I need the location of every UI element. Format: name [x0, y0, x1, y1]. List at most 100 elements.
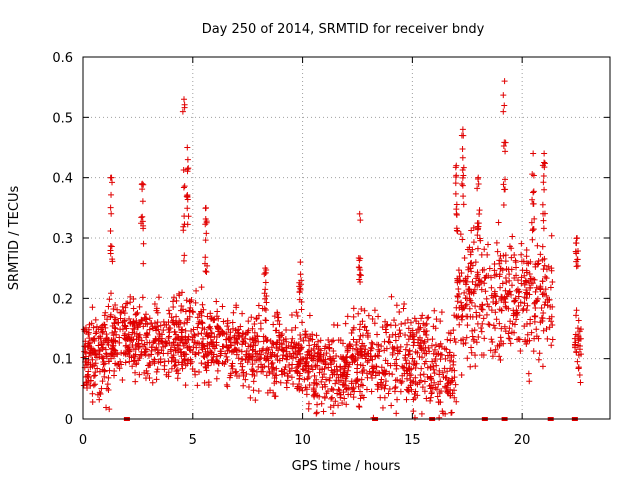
data-point — [107, 313, 114, 320]
data-point — [182, 308, 189, 315]
data-point — [204, 345, 211, 352]
data-point — [529, 227, 536, 234]
data-point — [250, 387, 257, 394]
data-point — [201, 343, 208, 350]
data-point — [521, 281, 528, 288]
data-point — [170, 352, 177, 359]
data-point — [297, 271, 304, 278]
data-point — [494, 248, 501, 255]
data-point — [459, 154, 466, 161]
data-point — [274, 317, 281, 324]
data-point — [294, 369, 301, 376]
data-point — [349, 359, 356, 366]
data-point — [283, 338, 290, 345]
data-point — [157, 322, 164, 329]
data-point — [199, 320, 206, 327]
data-point — [446, 349, 453, 356]
data-point — [100, 328, 107, 335]
data-point — [271, 393, 278, 400]
data-point — [444, 388, 451, 395]
data-point — [274, 309, 281, 316]
data-point — [442, 383, 449, 390]
data-point — [474, 269, 481, 276]
data-point — [367, 344, 374, 351]
data-point — [509, 282, 516, 289]
data-point — [298, 384, 305, 391]
data-point — [526, 291, 533, 298]
data-point — [227, 342, 234, 349]
data-point — [132, 346, 139, 353]
data-point — [247, 394, 254, 401]
data-point — [117, 315, 124, 322]
data-point — [226, 347, 233, 354]
data-point — [213, 298, 220, 305]
data-point — [467, 363, 474, 370]
data-point — [402, 354, 409, 361]
data-point — [435, 350, 442, 357]
data-point — [418, 337, 425, 344]
data-point — [369, 315, 376, 322]
data-point — [470, 290, 477, 297]
data-point — [171, 328, 178, 335]
data-point — [472, 363, 479, 370]
data-point — [246, 336, 253, 343]
data-point — [460, 164, 467, 171]
data-point — [153, 327, 160, 334]
data-point — [471, 286, 478, 293]
data-point — [261, 363, 268, 370]
data-point — [434, 393, 441, 400]
x-tick-label: 15 — [404, 433, 421, 448]
data-point — [86, 335, 93, 342]
data-point — [196, 369, 203, 376]
data-point — [132, 311, 139, 318]
data-point — [515, 277, 522, 284]
data-point — [379, 404, 386, 411]
data-point — [413, 360, 420, 367]
data-point — [537, 251, 544, 258]
data-point — [376, 370, 383, 377]
data-point — [143, 367, 150, 374]
data-point — [305, 368, 312, 375]
data-point — [278, 332, 285, 339]
data-point — [401, 364, 408, 371]
data-point — [508, 254, 515, 261]
data-point — [476, 303, 483, 310]
data-point — [213, 334, 220, 341]
data-point — [119, 303, 126, 310]
data-point — [121, 318, 128, 325]
data-point — [122, 322, 129, 329]
data-point — [208, 329, 215, 336]
data-point — [356, 264, 363, 271]
data-point — [574, 247, 581, 254]
data-point — [388, 293, 395, 300]
data-point — [237, 323, 244, 330]
data-point — [300, 337, 307, 344]
data-point — [459, 126, 466, 133]
data-point — [110, 332, 117, 339]
data-point — [224, 323, 231, 330]
data-point — [348, 330, 355, 337]
data-point — [279, 371, 286, 378]
data-point — [453, 162, 460, 169]
data-point — [119, 377, 126, 383]
data-point — [369, 356, 376, 363]
data-point — [303, 363, 310, 370]
data-point — [388, 402, 395, 409]
data-point — [299, 387, 306, 394]
data-point — [168, 365, 175, 372]
data-point — [481, 280, 488, 287]
data-point — [346, 342, 353, 349]
data-point — [574, 262, 581, 269]
data-point — [160, 327, 167, 334]
data-point — [154, 350, 161, 357]
data-point — [321, 371, 328, 378]
data-point — [531, 215, 538, 222]
data-point — [506, 271, 513, 278]
data-point — [138, 337, 145, 344]
data-point — [175, 321, 182, 328]
data-point — [224, 383, 231, 390]
data-point — [189, 365, 196, 372]
data-point — [515, 289, 522, 296]
data-point — [356, 326, 363, 333]
data-point — [250, 378, 257, 385]
